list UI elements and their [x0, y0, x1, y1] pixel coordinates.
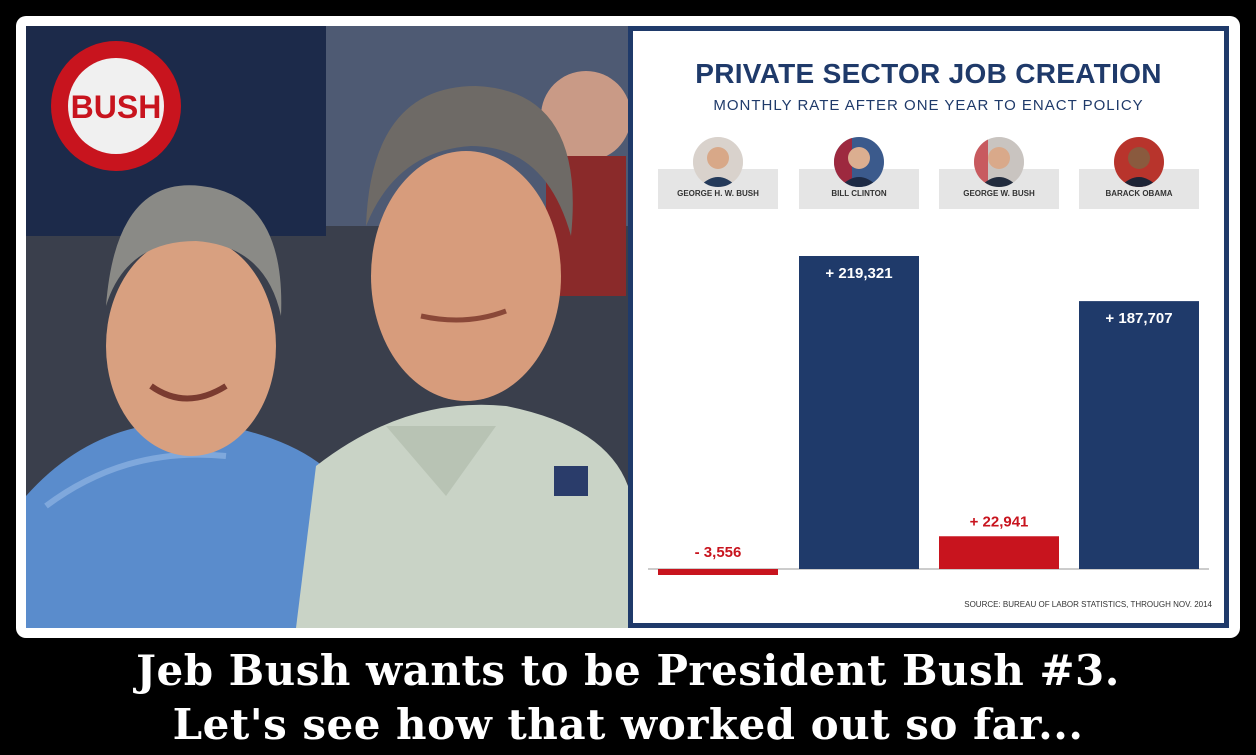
- president-portrait: [834, 137, 884, 187]
- president-card-ghw-bush: GEORGE H. W. BUSH: [658, 131, 778, 209]
- bar-data-label-1: + 219,321: [825, 265, 892, 282]
- president-card-clinton: BILL CLINTON: [799, 131, 919, 209]
- bar-2: [939, 536, 1059, 569]
- chart-source: SOURCE: BUREAU OF LABOR STATISTICS, THRO…: [964, 600, 1212, 609]
- bar-data-label-3: + 187,707: [1105, 310, 1172, 327]
- president-portrait: [1114, 137, 1164, 187]
- president-card-obama: BARACK OBAMA: [1079, 131, 1199, 209]
- caption-line-1: Jeb Bush wants to be President Bush #3.: [136, 646, 1120, 695]
- president-portrait: [974, 137, 1024, 187]
- bar-data-label-2: + 22,941: [970, 513, 1029, 530]
- bar-chart: - 3,556 + 219,321 + 22,941 + 187,707: [648, 256, 1209, 575]
- chart-subtitle: MONTHLY RATE AFTER ONE YEAR TO ENACT POL…: [713, 97, 1144, 114]
- bar-3: [1079, 301, 1199, 569]
- caption-line-2: Let's see how that worked out so far...: [172, 700, 1084, 749]
- bar-0: [658, 569, 778, 575]
- president-portrait: [693, 137, 743, 187]
- photo-illustration: BUSH: [26, 26, 628, 628]
- president-card-gw-bush: GEORGE W. BUSH: [939, 131, 1059, 209]
- bar-1: [799, 256, 919, 569]
- photo-bush-brothers: BUSH: [26, 26, 628, 628]
- sign-text: BUSH: [71, 89, 162, 125]
- chart-title: PRIVATE SECTOR JOB CREATION: [695, 58, 1162, 89]
- bar-data-label-0: - 3,556: [695, 544, 742, 561]
- chart-panel: PRIVATE SECTOR JOB CREATION MONTHLY RATE…: [628, 26, 1229, 628]
